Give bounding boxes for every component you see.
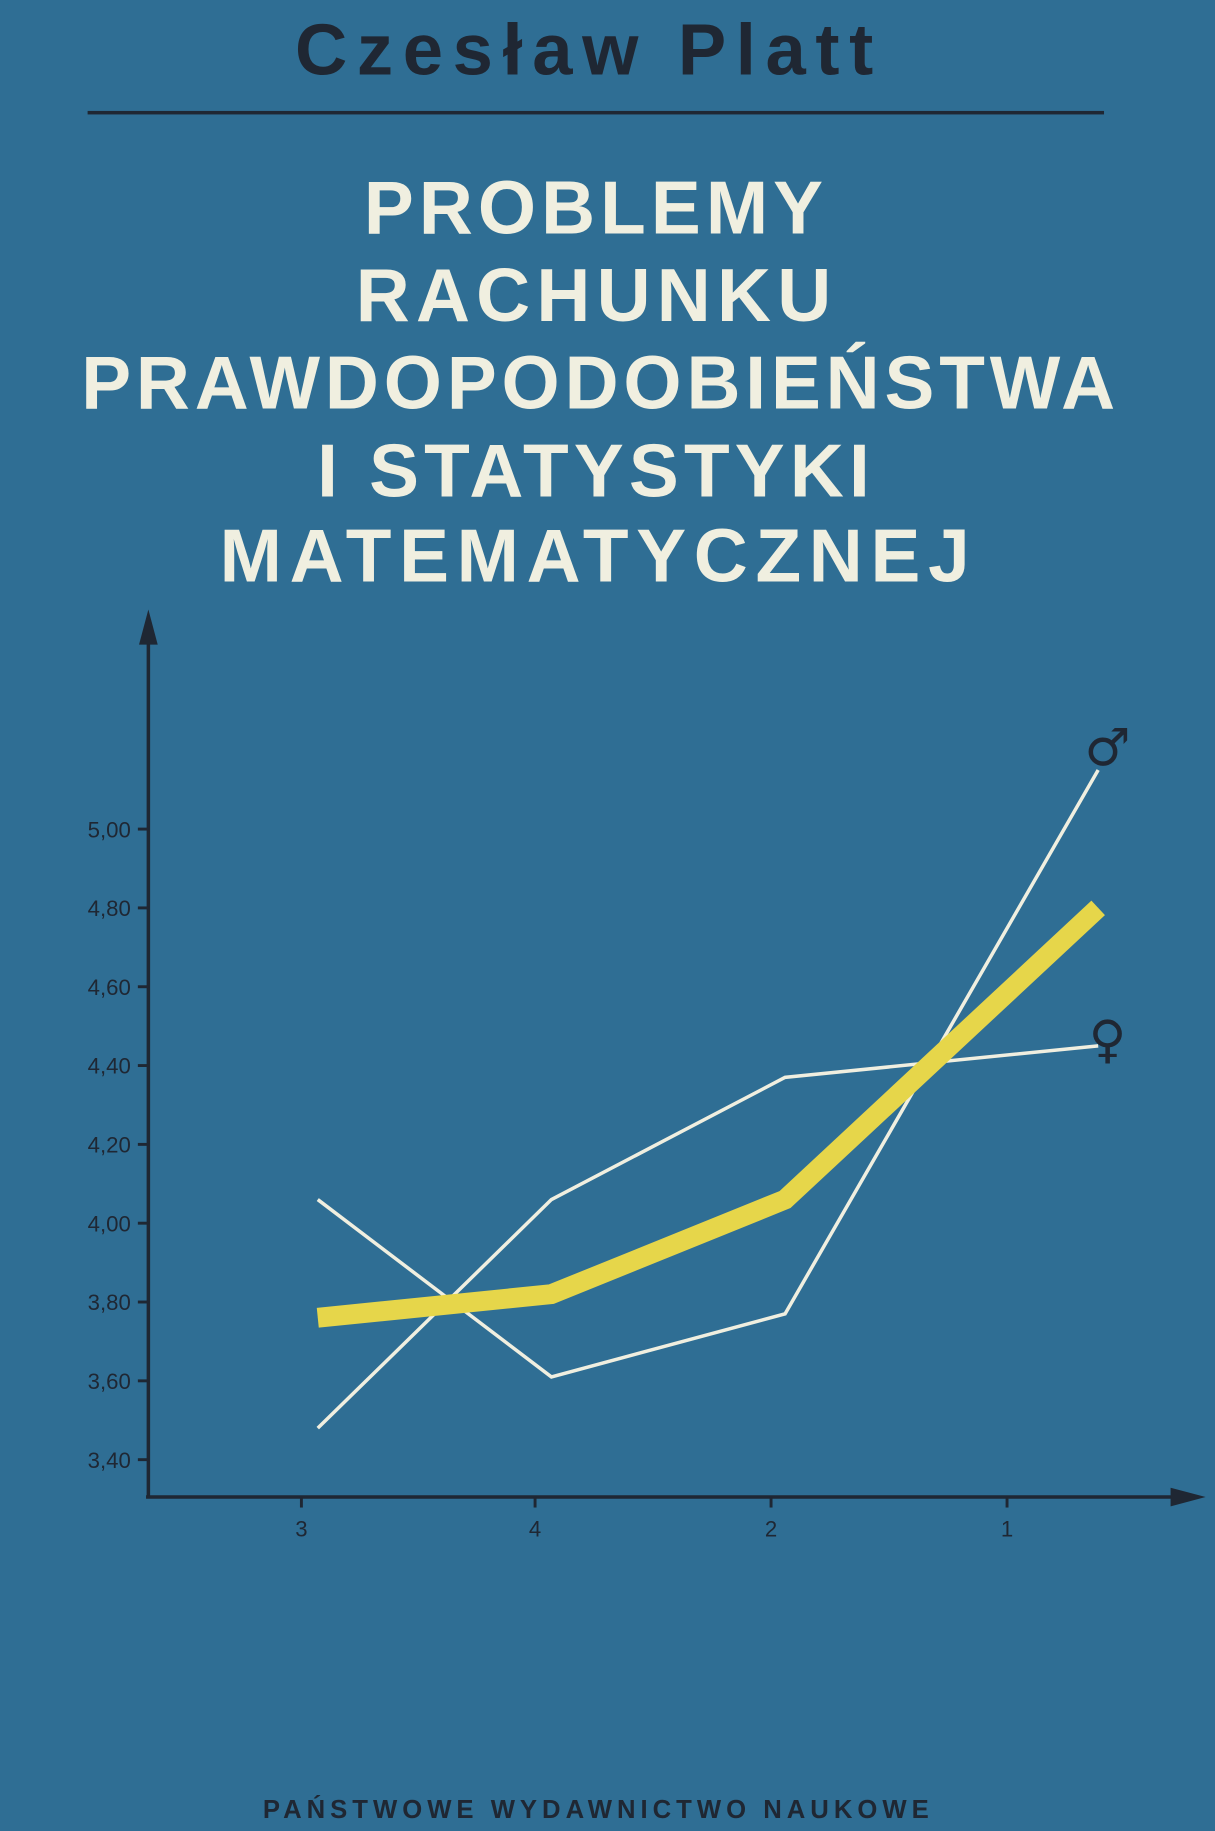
title-line-3: PRAWDOPODOBIEŃSTWA — [81, 341, 1115, 425]
y-tick-label: 3,40 — [88, 1448, 131, 1473]
author-name: Czesław Platt — [295, 10, 873, 91]
male-symbol: ♂ — [1084, 718, 1130, 778]
y-tick-label: 4,80 — [88, 896, 131, 921]
y-axis-arrow — [139, 609, 158, 645]
x-tick-label: 4 — [529, 1517, 541, 1542]
y-tick-label: 4,60 — [88, 975, 131, 1000]
x-tick-label: 2 — [765, 1517, 777, 1542]
title-line-1: PROBLEMY — [364, 166, 823, 250]
female-symbol: ♀ — [1089, 1010, 1127, 1070]
y-tick-label: 4,40 — [88, 1054, 131, 1079]
y-tick-label: 4,00 — [88, 1211, 131, 1236]
y-tick-label: 3,60 — [88, 1369, 131, 1394]
x-tick-label: 1 — [1001, 1517, 1013, 1542]
y-tick-label: 3,80 — [88, 1290, 131, 1315]
title-line-5: MATEMATYCZNEJ — [220, 514, 970, 598]
x-tick-label: 3 — [295, 1517, 307, 1542]
x-axis-arrow — [1170, 1487, 1206, 1507]
divider-rule — [87, 110, 1105, 115]
y-tick-label: 4,20 — [88, 1133, 131, 1158]
chart: 3,40 3,60 3,80 4,00 4,20 4,40 4,60 4,80 5,00 3 4 2… — [88, 609, 1206, 1542]
series-line-mean — [316, 900, 1105, 1328]
title-line-4: I STATYSTYKI — [317, 428, 870, 512]
publisher: PAŃSTWOWE WYDAWNICTWO NAUKOWE — [263, 1795, 929, 1824]
y-tick-label: 5,00 — [88, 817, 131, 842]
